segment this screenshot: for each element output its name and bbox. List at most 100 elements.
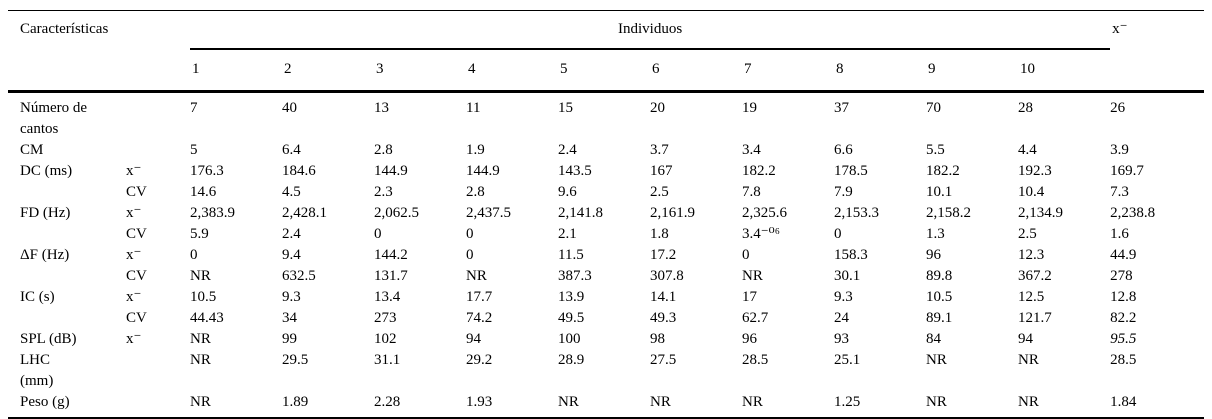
table-body: Número de cantos 7 40 13 11 15 20 19 37 70 28 26 CM 5… [8,92,1204,419]
cell-individual-5: 2.1 [558,226,577,242]
cell-individual-3: 2,062.5 [374,205,420,221]
cell-individual-3: 0 [374,226,382,242]
cell-individual-5: 11.5 [558,247,584,263]
column-header-mean: x⁻ [1112,21,1128,37]
cell-individual-9: 84 [926,331,942,347]
cell-individual-10: 367.2 [1018,268,1052,284]
cell-individual-9: 89.1 [926,310,953,326]
row-sublabel: CV [126,184,147,200]
cell-individual-8: 1.25 [834,394,861,410]
row-label: IC (s) [20,289,55,305]
table-header-row-numbers: 1 2 3 4 5 6 7 8 9 10 [8,49,1204,92]
row-label [8,266,126,287]
cell-individual-4: 144.9 [466,163,500,179]
cell-mean: 7.3 [1110,184,1129,200]
table-row: Peso (g) NR 1.89 2.28 1.93 NR NR NR 1.25 NR NR 1.84 [8,392,1204,418]
row-sublabel: CV [126,268,147,284]
cell-individual-7: 2,325.6 [742,205,788,221]
cell-individual-7: 0 [742,247,750,263]
cell-individual-4: 1.93 [466,394,493,410]
cell-individual-6: 2.5 [650,184,669,200]
table-row: CM 5 6.4 2.8 1.9 2.4 3.7 3.4 6.6 5.5 4.4 3.9 [8,140,1204,161]
table-header-row-top: Características Individuos x⁻ [8,10,1204,50]
cell-mean: 278 [1110,268,1133,284]
column-header-individual-3: 3 [376,61,384,77]
cell-individual-4: 17.7 [466,289,493,305]
cell-individual-1: 7 [190,100,198,116]
cell-individual-6: 98 [650,331,666,347]
cell-individual-8: 158.3 [834,247,868,263]
cell-individual-10: NR [1018,394,1039,410]
cell-individual-8: 25.1 [834,352,861,368]
cell-individual-5: 387.3 [558,268,592,284]
cell-individual-9: 2,158.2 [926,205,972,221]
row-label [8,182,126,203]
cell-individual-4: 1.9 [466,142,485,158]
cell-individual-9: 182.2 [926,163,960,179]
table-row: LHC (mm) NR 29.5 31.1 29.2 28.9 27.5 28.5 25.1 NR… [8,350,1204,392]
cell-individual-2: 9.4 [282,247,301,263]
column-header-individuals: Individuos [190,10,1111,50]
cell-individual-8: 37 [834,100,850,116]
table-row: ΔF (Hz) x⁻ 0 9.4 144.2 0 11.5 17.2 0 158.3 96 12.3 4… [8,245,1204,266]
cell-mean: 3.9 [1110,142,1129,158]
table-row: Número de cantos 7 40 13 11 15 20 19 37 70 28 26 [8,92,1204,141]
cell-individual-6: 3.7 [650,142,669,158]
cell-mean: 26 [1110,100,1126,116]
cell-individual-4: 29.2 [466,352,493,368]
cell-individual-3: 2.8 [374,142,393,158]
cell-individual-1: NR [190,352,211,368]
cell-individual-7: 7.8 [742,184,761,200]
cell-individual-9: 89.8 [926,268,953,284]
cell-individual-10: 2.5 [1018,226,1037,242]
cell-individual-8: 0 [834,226,842,242]
cell-individual-10: 12.3 [1018,247,1045,263]
cell-individual-9: 10.5 [926,289,953,305]
cell-individual-3: 144.9 [374,163,408,179]
row-label: FD (Hz) [20,205,71,221]
table-row: CV 14.6 4.5 2.3 2.8 9.6 2.5 7.8 7.9 10.1 10.4 7.3 [8,182,1204,203]
cell-individual-3: 13 [374,100,390,116]
cell-individual-1: NR [190,331,211,347]
cell-individual-10: 192.3 [1018,163,1052,179]
cell-individual-1: 14.6 [190,184,217,200]
cell-individual-2: 184.6 [282,163,316,179]
cell-individual-5: 2.4 [558,142,577,158]
cell-individual-5: 15 [558,100,574,116]
cell-individual-6: 307.8 [650,268,684,284]
row-label: Peso (g) [20,394,70,410]
cell-mean: 169.7 [1110,163,1144,179]
cell-individual-9: 70 [926,100,942,116]
cell-individual-7: 3.4⁻⁰⁶ [742,226,780,242]
cell-mean: 44.9 [1110,247,1137,263]
row-label [8,308,126,329]
cell-individual-2: 99 [282,331,298,347]
cell-individual-8: 9.3 [834,289,853,305]
cell-individual-6: 2,161.9 [650,205,696,221]
column-header-characteristics: Características [20,21,109,37]
cell-individual-1: NR [190,394,211,410]
cell-mean: 95.5 [1110,331,1137,347]
cell-individual-4: 0 [466,247,474,263]
cell-individual-3: 13.4 [374,289,401,305]
table-row: DC (ms) x⁻ 176.3 184.6 144.9 144.9 143.5 167 182… [8,161,1204,182]
cell-mean: 28.5 [1110,352,1137,368]
cell-individual-9: 96 [926,247,942,263]
cell-individual-4: 0 [466,226,474,242]
table-row: IC (s) x⁻ 10.5 9.3 13.4 17.7 13.9 14.1 17 9.3 10.5… [8,287,1204,308]
cell-individual-5: 143.5 [558,163,592,179]
row-sublabel: CV [126,310,147,326]
cell-individual-6: 14.1 [650,289,677,305]
cell-individual-4: 2.8 [466,184,485,200]
column-header-individual-10: 10 [1020,61,1036,77]
cell-individual-1: 5 [190,142,198,158]
cell-individual-2: 632.5 [282,268,316,284]
row-label [8,224,126,245]
cell-individual-5: 49.5 [558,310,585,326]
cell-individual-7: 19 [742,100,758,116]
cell-individual-8: 2,153.3 [834,205,880,221]
cell-individual-7: 62.7 [742,310,769,326]
cell-mean: 1.84 [1110,394,1137,410]
cell-individual-10: NR [1018,352,1039,368]
